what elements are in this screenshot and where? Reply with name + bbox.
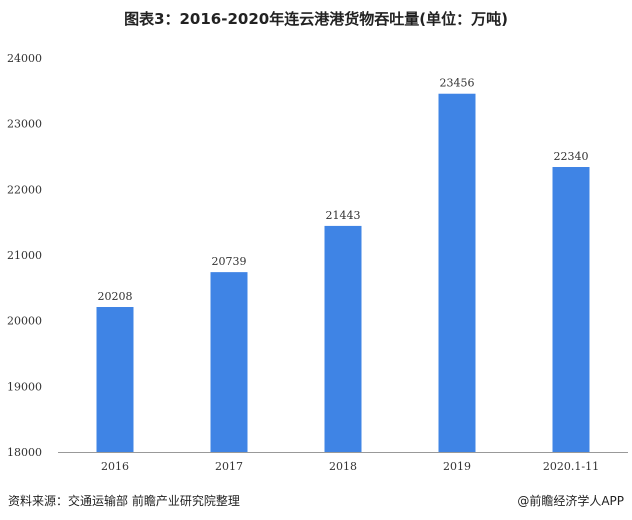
source-note: 资料来源：交通运输部 前瞻产业研究院整理 bbox=[8, 494, 240, 508]
y-tick-label: 20000 bbox=[7, 315, 42, 328]
footer: 资料来源：交通运输部 前瞻产业研究院整理 @前瞻经济学人APP bbox=[0, 492, 632, 510]
data-label-2017: 20739 bbox=[212, 255, 247, 268]
y-tick-label: 23000 bbox=[7, 118, 42, 131]
data-labels-group: 20208 20739 21443 23456 22340 bbox=[98, 77, 589, 303]
data-label-2019: 23456 bbox=[440, 77, 475, 90]
bar-2018 bbox=[324, 225, 362, 452]
x-tick-label-2018: 2018 bbox=[329, 460, 357, 473]
chart-title: 图表3：2016-2020年连云港港货物吞吐量(单位：万吨) bbox=[124, 10, 508, 28]
y-tick-label: 24000 bbox=[7, 52, 42, 65]
bar-2016 bbox=[96, 307, 134, 452]
y-axis: 18000 19000 20000 21000 22000 23000 24000 bbox=[7, 52, 42, 459]
y-tick-label: 22000 bbox=[7, 183, 42, 196]
y-tick-label: 19000 bbox=[7, 380, 42, 393]
y-tick-label: 18000 bbox=[7, 446, 42, 459]
x-tick-label-2017: 2017 bbox=[215, 460, 243, 473]
bar-2019 bbox=[438, 93, 476, 453]
bars-group bbox=[96, 93, 590, 453]
bar-2017 bbox=[210, 272, 248, 452]
y-tick-label: 21000 bbox=[7, 249, 42, 262]
bar-2020.1-11 bbox=[552, 167, 590, 453]
x-tick-label-2019: 2019 bbox=[443, 460, 471, 473]
brand-credit: @前瞻经济学人APP bbox=[517, 494, 624, 508]
data-label-2016: 20208 bbox=[98, 290, 133, 303]
x-axis: 2016 2017 2018 2019 2020.1-11 bbox=[58, 452, 628, 473]
data-label-2020.1-11: 22340 bbox=[554, 150, 589, 163]
x-tick-label-2020.1-11: 2020.1-11 bbox=[543, 460, 599, 473]
data-label-2018: 21443 bbox=[326, 209, 361, 222]
x-tick-label-2016: 2016 bbox=[101, 460, 129, 473]
